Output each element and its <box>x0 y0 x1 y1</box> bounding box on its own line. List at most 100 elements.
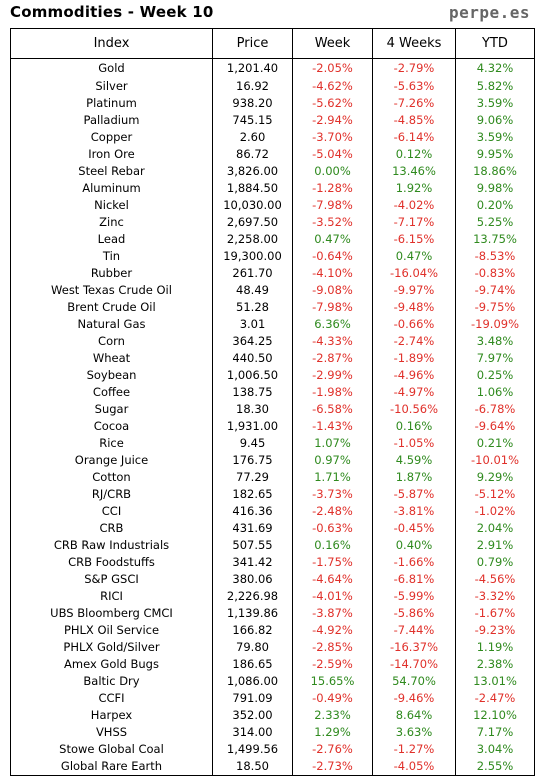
ytd-change-cell: 5.82% <box>455 77 535 95</box>
week-change-cell: -9.08% <box>292 281 373 299</box>
four-week-change-cell: 1.87% <box>372 468 456 486</box>
price-cell: 9.45 <box>212 434 293 452</box>
ytd-change-cell: 3.59% <box>455 94 535 112</box>
week-change-cell: -2.73% <box>292 757 373 776</box>
index-cell: Orange Juice <box>10 451 213 469</box>
week-change-cell: -2.85% <box>292 638 373 656</box>
index-cell: CCFI <box>10 689 213 707</box>
four-week-change-cell: -4.05% <box>372 757 456 776</box>
index-cell: Soybean <box>10 366 213 384</box>
week-change-cell: -1.98% <box>292 383 373 401</box>
price-cell: 745.15 <box>212 111 293 129</box>
week-change-cell: -0.63% <box>292 519 373 537</box>
four-week-change-cell: -5.86% <box>372 604 456 622</box>
week-change-cell: -3.73% <box>292 485 373 503</box>
table-row: RJ/CRB 182.65 -3.73% -5.87% -5.12% <box>10 485 535 503</box>
price-cell: 19,300.00 <box>212 247 293 265</box>
table-row: Zinc 2,697.50 -3.52% -7.17% 5.25% <box>10 213 535 231</box>
week-change-cell: 1.29% <box>292 723 373 741</box>
week-change-cell: -3.87% <box>292 604 373 622</box>
week-change-cell: -4.01% <box>292 587 373 605</box>
price-cell: 1,884.50 <box>212 179 293 197</box>
price-cell: 10,030.00 <box>212 196 293 214</box>
index-cell: Global Rare Earth <box>10 757 213 776</box>
four-week-change-cell: -1.89% <box>372 349 456 367</box>
index-cell: West Texas Crude Oil <box>10 281 213 299</box>
price-cell: 3,826.00 <box>212 162 293 180</box>
week-change-cell: -2.59% <box>292 655 373 673</box>
week-change-cell: 0.16% <box>292 536 373 554</box>
column-header-price: Price <box>212 28 293 59</box>
table-row: CRB 431.69 -0.63% -0.45% 2.04% <box>10 519 535 537</box>
price-cell: 1,086.00 <box>212 672 293 690</box>
week-change-cell: -6.58% <box>292 400 373 418</box>
week-change-cell: -7.98% <box>292 298 373 316</box>
index-cell: Lead <box>10 230 213 248</box>
price-cell: 2.60 <box>212 128 293 146</box>
four-week-change-cell: 54.70% <box>372 672 456 690</box>
price-cell: 1,931.00 <box>212 417 293 435</box>
price-cell: 18.30 <box>212 400 293 418</box>
price-cell: 182.65 <box>212 485 293 503</box>
index-cell: Stowe Global Coal <box>10 740 213 758</box>
four-week-change-cell: -4.96% <box>372 366 456 384</box>
four-week-change-cell: 4.59% <box>372 451 456 469</box>
price-cell: 440.50 <box>212 349 293 367</box>
ytd-change-cell: -4.56% <box>455 570 535 588</box>
ytd-change-cell: 9.98% <box>455 179 535 197</box>
ytd-change-cell: 9.06% <box>455 111 535 129</box>
price-cell: 431.69 <box>212 519 293 537</box>
table-row: Stowe Global Coal 1,499.56 -2.76% -1.27% 3.0… <box>10 740 535 758</box>
week-change-cell: 1.71% <box>292 468 373 486</box>
index-cell: Aluminum <box>10 179 213 197</box>
ytd-change-cell: 0.79% <box>455 553 535 571</box>
price-cell: 18.50 <box>212 757 293 776</box>
price-cell: 364.25 <box>212 332 293 350</box>
index-cell: RICI <box>10 587 213 605</box>
four-week-change-cell: 0.40% <box>372 536 456 554</box>
week-change-cell: -4.92% <box>292 621 373 639</box>
table-row: Global Rare Earth 18.50 -2.73% -4.05% 2.55% <box>10 757 535 776</box>
table-row: S&P GSCI 380.06 -4.64% -6.81% -4.56% <box>10 570 535 588</box>
four-week-change-cell: -0.66% <box>372 315 456 333</box>
price-cell: 3.01 <box>212 315 293 333</box>
week-change-cell: -5.62% <box>292 94 373 112</box>
table-row: VHSS 314.00 1.29% 3.63% 7.17% <box>10 723 535 741</box>
price-cell: 2,697.50 <box>212 213 293 231</box>
table-row: Tin 19,300.00 -0.64% 0.47% -8.53% <box>10 247 535 265</box>
ytd-change-cell: 2.04% <box>455 519 535 537</box>
ytd-change-cell: 3.59% <box>455 128 535 146</box>
table-row: CRB Raw Industrials 507.55 0.16% 0.40% 2.91% <box>10 536 535 554</box>
four-week-change-cell: -6.14% <box>372 128 456 146</box>
week-change-cell: 2.33% <box>292 706 373 724</box>
table-row: Baltic Dry 1,086.00 15.65% 54.70% 13.01% <box>10 672 535 690</box>
index-cell: Wheat <box>10 349 213 367</box>
four-week-change-cell: -1.05% <box>372 434 456 452</box>
ytd-change-cell: -1.67% <box>455 604 535 622</box>
table-row: Harpex 352.00 2.33% 8.64% 12.10% <box>10 706 535 724</box>
week-change-cell: -4.64% <box>292 570 373 588</box>
ytd-change-cell: -5.12% <box>455 485 535 503</box>
column-header-week: Week <box>292 28 373 59</box>
ytd-change-cell: -3.32% <box>455 587 535 605</box>
table-row: CRB Foodstuffs 341.42 -1.75% -1.66% 0.79% <box>10 553 535 571</box>
price-cell: 16.92 <box>212 77 293 95</box>
price-cell: 51.28 <box>212 298 293 316</box>
week-change-cell: 15.65% <box>292 672 373 690</box>
ytd-change-cell: 12.10% <box>455 706 535 724</box>
index-cell: Palladium <box>10 111 213 129</box>
index-cell: Cotton <box>10 468 213 486</box>
price-cell: 2,226.98 <box>212 587 293 605</box>
ytd-change-cell: 4.32% <box>455 58 535 78</box>
four-week-change-cell: -4.02% <box>372 196 456 214</box>
table-row: Nickel 10,030.00 -7.98% -4.02% 0.20% <box>10 196 535 214</box>
price-cell: 341.42 <box>212 553 293 571</box>
price-cell: 416.36 <box>212 502 293 520</box>
ytd-change-cell: 3.04% <box>455 740 535 758</box>
index-cell: Coffee <box>10 383 213 401</box>
index-cell: CCI <box>10 502 213 520</box>
four-week-change-cell: 0.47% <box>372 247 456 265</box>
week-change-cell: -2.87% <box>292 349 373 367</box>
ytd-change-cell: -6.78% <box>455 400 535 418</box>
price-cell: 261.70 <box>212 264 293 282</box>
